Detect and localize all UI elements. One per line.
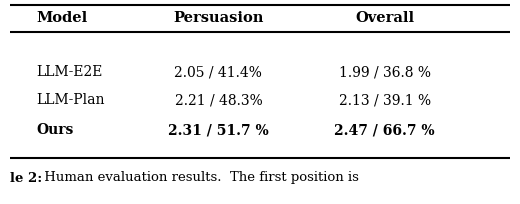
Text: Ours: Ours [36,123,74,137]
Text: 2.13 / 39.1 %: 2.13 / 39.1 % [339,93,431,107]
Text: Model: Model [36,11,88,25]
Text: 2.31 / 51.7 %: 2.31 / 51.7 % [168,123,269,137]
Text: 2.05 / 41.4%: 2.05 / 41.4% [175,65,262,79]
Text: 1.99 / 36.8 %: 1.99 / 36.8 % [339,65,431,79]
Text: Human evaluation results.  The first position is: Human evaluation results. The first posi… [41,172,359,184]
Text: 2.21 / 48.3%: 2.21 / 48.3% [175,93,262,107]
Text: LLM-Plan: LLM-Plan [36,93,105,107]
Text: le 2:: le 2: [10,172,43,184]
Text: 2.47 / 66.7 %: 2.47 / 66.7 % [334,123,435,137]
Text: Overall: Overall [355,11,414,25]
Text: Persuasion: Persuasion [173,11,264,25]
Text: LLM-E2E: LLM-E2E [36,65,103,79]
